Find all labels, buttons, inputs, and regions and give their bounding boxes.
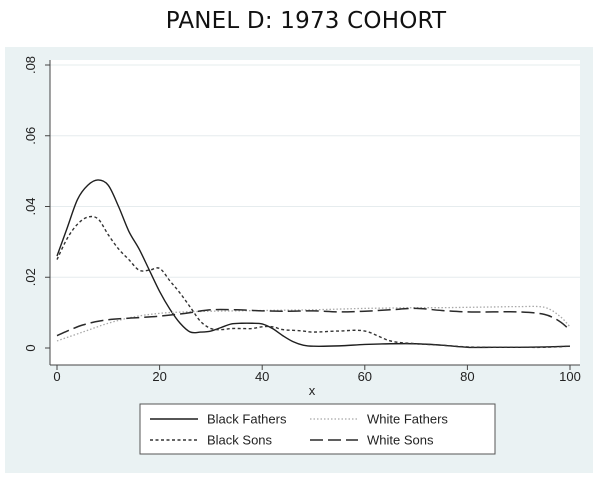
plot-area: [50, 60, 580, 365]
series-lines: [56, 179, 571, 349]
legend-label-black-sons: Black Sons: [207, 433, 273, 448]
y-tick-label: 0: [23, 344, 38, 351]
legend-label-black-fathers: Black Fathers: [207, 412, 287, 427]
series-line-black-sons: [56, 215, 571, 349]
y-tick-label: .06: [23, 127, 38, 145]
x-tick-label: 60: [358, 369, 372, 384]
chart-title: PANEL D: 1973 COHORT: [165, 8, 447, 34]
grid-lines: [50, 64, 580, 278]
legend-label-white-sons: White Sons: [367, 433, 434, 448]
y-tick-label: .02: [23, 268, 38, 286]
legend: Black Fathers White Fathers Black Sons Whit…: [139, 403, 496, 455]
series-line-white-fathers: [56, 305, 571, 342]
series-line-white-sons: [56, 307, 571, 337]
x-tick-label: 20: [152, 369, 166, 384]
density-chart: 0 .02 .04 .06 .08 0 20 40 60 80 100 x Black Father…: [23, 56, 581, 455]
x-axis-title: x: [309, 383, 316, 398]
x-tick-label: 0: [53, 369, 60, 384]
x-tick-label: 80: [460, 369, 474, 384]
legend-label-white-fathers: White Fathers: [367, 412, 448, 427]
legend-box: [139, 403, 496, 455]
x-tick-label: 100: [559, 369, 581, 384]
axes: 0 .02 .04 .06 .08 0 20 40 60 80 100: [23, 56, 581, 384]
y-tick-label: .08: [23, 56, 38, 74]
y-tick-label: .04: [23, 197, 38, 215]
x-tick-label: 40: [255, 369, 269, 384]
